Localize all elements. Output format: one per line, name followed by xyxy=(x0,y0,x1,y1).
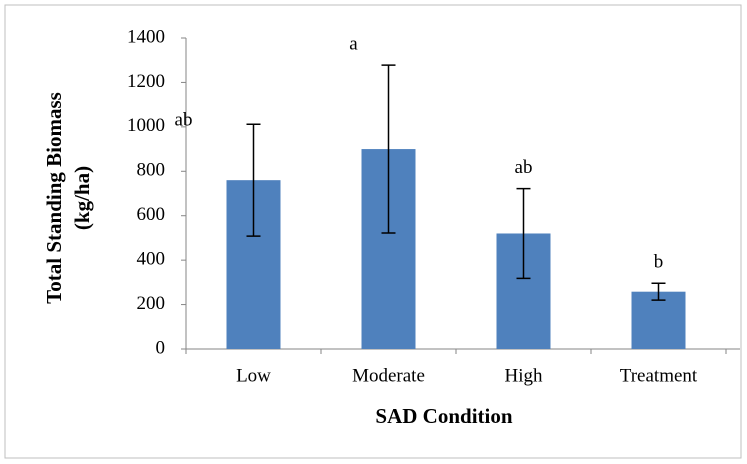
y-tick-label: 1000 xyxy=(127,115,165,136)
annotation: ab xyxy=(515,157,533,178)
y-tick-label: 0 xyxy=(156,337,166,358)
error-bar xyxy=(651,282,666,301)
x-tick-label: Moderate xyxy=(352,365,425,386)
y-axis-title-line: Total Standing Biomass xyxy=(42,92,66,304)
annotation: a xyxy=(349,33,358,54)
y-tick-label: 600 xyxy=(137,204,166,225)
y-tick-label: 1200 xyxy=(127,71,165,92)
annotation: ab xyxy=(175,110,193,131)
y-tick-label: 400 xyxy=(137,249,166,270)
error-bar xyxy=(246,123,261,237)
y-tick-label: 200 xyxy=(137,293,166,314)
y-tick-label: 1400 xyxy=(127,26,165,47)
bar xyxy=(631,291,686,349)
error-bar xyxy=(516,187,531,280)
error-bar xyxy=(381,64,396,234)
y-axis-title-line: (kg/ha) xyxy=(70,166,94,230)
x-axis-title: SAD Condition xyxy=(375,404,512,428)
x-tick-label: Low xyxy=(236,365,271,386)
y-axis-title: Total Standing Biomass (kg/ha) xyxy=(42,92,94,304)
y-tick-label: 800 xyxy=(137,160,166,181)
x-tick-label: Treatment xyxy=(620,365,698,386)
x-tick-label: High xyxy=(505,365,544,386)
annotation: b xyxy=(654,252,664,273)
